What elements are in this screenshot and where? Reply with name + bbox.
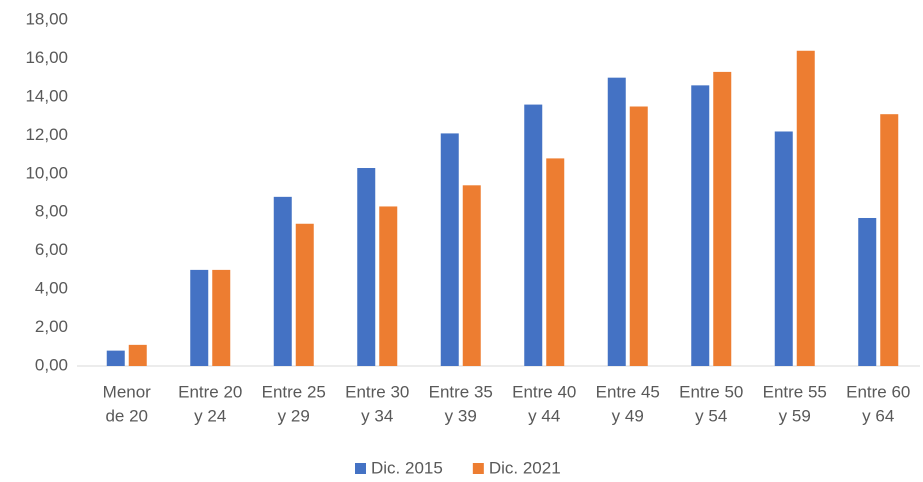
bar	[524, 104, 543, 367]
bar	[379, 206, 398, 366]
x-tick-label: Entre 55	[763, 382, 827, 401]
x-tick-label: de 20	[105, 406, 148, 425]
bar	[128, 344, 147, 366]
x-tick-label: Entre 35	[429, 382, 493, 401]
bar	[212, 269, 231, 366]
x-tick-label: y 54	[695, 406, 727, 425]
y-tick-label: 4,00	[35, 279, 68, 298]
x-tick-label: Entre 25	[262, 382, 326, 401]
y-tick-label: 6,00	[35, 240, 68, 259]
y-tick-label: 0,00	[35, 355, 68, 374]
y-tick-label: 18,00	[25, 9, 68, 28]
x-tick-label: y 39	[445, 406, 477, 425]
bar	[462, 185, 481, 366]
legend-label: Dic. 2015	[371, 458, 443, 477]
bar	[691, 85, 710, 366]
y-tick-label: 16,00	[25, 48, 68, 67]
y-tick-label: 14,00	[25, 86, 68, 105]
bar	[796, 50, 815, 366]
legend-swatch	[355, 463, 366, 474]
bar	[440, 133, 459, 366]
bar	[774, 131, 793, 366]
x-tick-label: Entre 60	[846, 382, 910, 401]
x-tick-label: y 44	[528, 406, 560, 425]
x-tick-label: y 49	[612, 406, 644, 425]
y-tick-label: 2,00	[35, 317, 68, 336]
x-tick-label: Entre 40	[512, 382, 576, 401]
bar	[713, 71, 732, 367]
x-tick-label: Entre 20	[178, 382, 242, 401]
legend-swatch	[472, 463, 484, 474]
y-tick-label: 8,00	[35, 202, 68, 221]
y-tick-label: 12,00	[25, 125, 68, 144]
bar	[880, 114, 899, 366]
x-tick-label: y 59	[779, 406, 811, 425]
bar	[858, 217, 877, 366]
bar	[190, 269, 209, 366]
bar	[607, 77, 626, 367]
x-tick-label: y 64	[862, 406, 894, 425]
x-tick-label: y 24	[194, 406, 226, 425]
x-tick-label: y 29	[278, 406, 310, 425]
bar	[295, 223, 314, 366]
x-tick-label: Entre 50	[679, 382, 743, 401]
legend-label: Dic. 2021	[489, 458, 561, 477]
y-tick-label: 10,00	[25, 163, 68, 182]
bar	[629, 106, 648, 366]
bar	[106, 350, 125, 366]
bar	[273, 196, 292, 366]
x-tick-label: Entre 30	[345, 382, 409, 401]
bar	[546, 158, 565, 366]
x-tick-label: Entre 45	[596, 382, 660, 401]
bar	[357, 168, 376, 366]
x-tick-label: y 34	[361, 406, 393, 425]
x-tick-label: Menor	[103, 382, 152, 401]
